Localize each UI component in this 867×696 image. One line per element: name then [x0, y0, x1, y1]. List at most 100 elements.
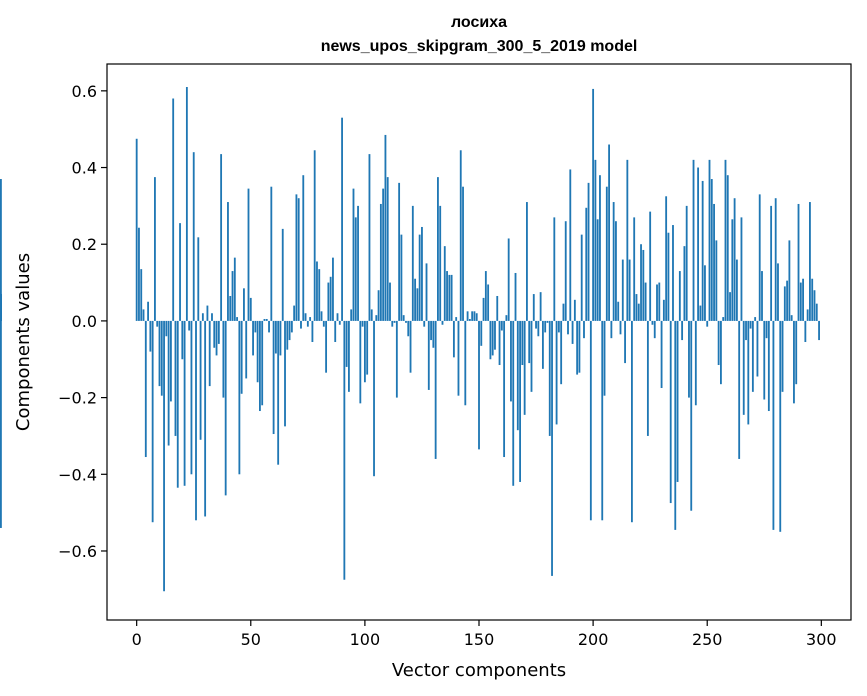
bar	[624, 320, 626, 364]
bar	[763, 320, 766, 400]
bar	[528, 320, 531, 364]
bar	[756, 320, 759, 377]
bar	[583, 320, 585, 339]
bar	[631, 320, 633, 523]
bar	[514, 272, 517, 321]
bar	[290, 320, 293, 333]
bar	[407, 320, 410, 337]
bar	[425, 263, 428, 321]
bar	[651, 320, 654, 325]
bar	[745, 320, 747, 341]
bar	[681, 320, 684, 341]
y-axis-label: Components values	[13, 253, 34, 431]
y-tick-label: −0.4	[58, 465, 97, 484]
bar	[398, 182, 401, 321]
x-tick-label: 300	[806, 630, 837, 649]
bar	[576, 320, 579, 375]
bar	[672, 225, 674, 321]
bar	[546, 320, 549, 323]
bar	[669, 320, 672, 504]
bar	[220, 154, 223, 321]
y-tick-label: 0.0	[72, 312, 97, 331]
bar	[247, 188, 250, 321]
bar	[163, 320, 165, 592]
bar	[772, 320, 775, 530]
bar	[610, 320, 613, 339]
y-tick-label: 0.2	[72, 235, 97, 254]
bar	[665, 196, 668, 321]
bar	[400, 234, 403, 321]
bar	[806, 309, 809, 321]
bar	[644, 282, 647, 321]
bar	[300, 320, 302, 329]
bar	[646, 320, 649, 436]
bar	[201, 313, 204, 321]
bar	[662, 299, 665, 321]
bar	[713, 203, 715, 321]
bar	[519, 320, 521, 482]
bar	[446, 271, 448, 321]
bar	[599, 175, 601, 321]
bar	[494, 320, 496, 350]
bar	[758, 194, 761, 321]
bar	[569, 169, 572, 321]
bar	[245, 320, 248, 379]
bar	[379, 203, 382, 321]
bar	[640, 244, 642, 321]
x-tick-label: 150	[464, 630, 495, 649]
bar	[484, 271, 487, 321]
bar	[544, 320, 547, 333]
bar	[761, 271, 763, 321]
bar	[731, 219, 734, 321]
bar	[338, 320, 341, 325]
bar	[402, 315, 405, 321]
bar	[361, 320, 364, 327]
bar	[195, 320, 197, 521]
bar	[386, 177, 389, 321]
bar	[765, 320, 768, 339]
bar	[149, 320, 152, 352]
bar	[382, 188, 385, 321]
bar	[487, 284, 490, 321]
bar	[678, 271, 681, 321]
x-axis: 0 50 100 150 200 250 300	[132, 620, 837, 649]
bar	[309, 317, 312, 321]
bar	[802, 278, 804, 321]
bar	[373, 320, 375, 477]
bar	[685, 205, 688, 321]
bar	[188, 320, 191, 331]
bar	[229, 295, 232, 321]
bar	[286, 320, 289, 350]
bars-group	[0, 87, 820, 592]
bar	[790, 315, 793, 321]
bar	[786, 280, 789, 321]
bar	[660, 320, 663, 389]
bar	[526, 202, 528, 321]
bar	[751, 320, 754, 392]
bar	[185, 87, 188, 321]
bar	[169, 320, 172, 402]
bar	[457, 320, 460, 396]
bar	[797, 203, 800, 321]
bar	[443, 246, 446, 321]
bar	[503, 320, 506, 458]
bar	[626, 159, 629, 321]
bar	[439, 205, 442, 321]
bar	[384, 134, 387, 321]
bar	[160, 320, 163, 396]
bar	[437, 177, 439, 321]
bar	[174, 320, 177, 436]
bar	[288, 320, 291, 341]
bar	[368, 154, 371, 321]
bar	[674, 320, 677, 530]
bar	[311, 320, 314, 342]
bar	[240, 320, 243, 394]
bar	[491, 320, 494, 356]
bar	[589, 320, 592, 521]
bar	[405, 320, 407, 323]
bar	[754, 317, 757, 321]
bar	[560, 320, 563, 385]
bar	[587, 182, 590, 321]
bar	[496, 295, 499, 321]
bar	[774, 198, 777, 321]
